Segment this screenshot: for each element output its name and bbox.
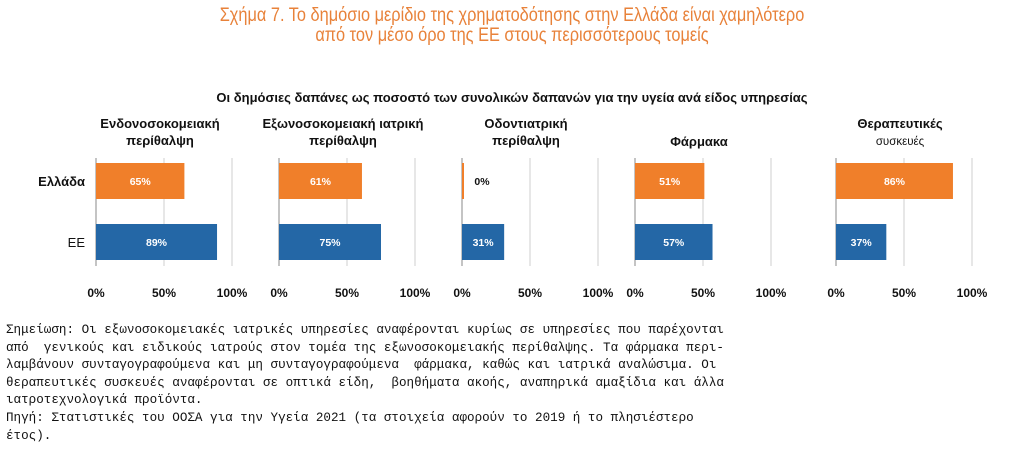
bar <box>836 224 887 260</box>
data-label: 65% <box>130 176 152 188</box>
data-label: 31% <box>473 237 495 249</box>
bar <box>462 224 505 260</box>
note-line: λαμβάνουν συνταγογραφούμενα και μη συντα… <box>6 358 717 373</box>
chart-note: Σημείωση: Οι εξωνοσοκομειακές ιατρικές υ… <box>6 322 1018 445</box>
data-label: 86% <box>884 176 906 188</box>
bar <box>96 224 218 260</box>
x-tick-label: 100% <box>217 286 248 300</box>
x-tick-label: 100% <box>583 286 614 300</box>
x-tick-label: 100% <box>756 286 787 300</box>
panel-title-line: Οδοντιατρική <box>484 116 567 131</box>
data-label: 57% <box>663 237 685 249</box>
panel-title-line: Εξωνοσοκομειακή ιατρική <box>263 116 424 131</box>
panel-title-line: Φάρμακα <box>670 134 727 149</box>
x-tick-label: 50% <box>335 286 359 300</box>
data-label: 89% <box>146 237 168 249</box>
data-label: 0% <box>474 176 490 188</box>
panel-title-line: Ενδονοσοκομειακή <box>100 116 219 131</box>
panel-title-line: συσκευές <box>876 136 925 148</box>
bar <box>635 163 705 199</box>
x-tick-label: 50% <box>518 286 542 300</box>
figure-title-line-1: Σχήμα 7. Το δημόσιο μερίδιο της χρηματοδ… <box>219 5 805 26</box>
x-tick-label: 50% <box>691 286 715 300</box>
bar <box>279 224 381 260</box>
chart-title: Οι δημόσιες δαπάνες ως ποσοστό των συνολ… <box>216 90 808 105</box>
note-line: θεραπευτικές συσκευές αναφέρονται σε οπτ… <box>6 375 724 390</box>
data-label: 37% <box>851 237 873 249</box>
note-line: από γενικούς και ειδικούς ιατρούς στον τ… <box>6 340 724 355</box>
figure-title-line-2: από τον μέσο όρο της ΕΕ στους περισσότερ… <box>315 25 709 46</box>
data-label: 61% <box>310 176 332 188</box>
note-line: Πηγή: Στατιστικές του ΟΟΣΑ για την Υγεία… <box>6 410 694 425</box>
figure-title: Σχήμα 7. Το δημόσιο μερίδιο της χρηματοδ… <box>72 6 953 46</box>
data-label: 75% <box>319 237 341 249</box>
x-tick-label: 50% <box>892 286 916 300</box>
bar <box>462 163 464 199</box>
panel-title-line: περίθαλψη <box>492 133 560 148</box>
x-tick-label: 50% <box>152 286 176 300</box>
data-label: 51% <box>659 176 681 188</box>
bar <box>279 163 362 199</box>
x-tick-label: 0% <box>453 286 471 300</box>
category-label: Ελλάδα <box>38 174 85 189</box>
panel-title-line: Θεραπευτικές <box>857 116 943 131</box>
bar <box>836 163 953 199</box>
category-label: ΕΕ <box>68 235 86 250</box>
bar <box>96 163 185 199</box>
bar <box>635 224 713 260</box>
panel-title-line: περίθαλψη <box>126 133 194 148</box>
x-tick-label: 100% <box>957 286 988 300</box>
x-tick-label: 0% <box>87 286 105 300</box>
note-line: ιατροτεχνολογικά προϊόντα. <box>6 393 203 408</box>
x-tick-label: 100% <box>400 286 431 300</box>
panel-title-line: περίθαλψη <box>309 133 377 148</box>
bar-chart: Ελλάδα ΕΕ Ενδονοσοκομειακή περίθαλψη 65% 89% 0… <box>38 116 988 300</box>
note-line: έτος). <box>6 428 52 443</box>
note-line: Σημείωση: Οι εξωνοσοκομειακές ιατρικές υ… <box>6 323 724 337</box>
x-tick-label: 0% <box>626 286 644 300</box>
x-tick-label: 0% <box>827 286 845 300</box>
x-tick-label: 0% <box>270 286 288 300</box>
